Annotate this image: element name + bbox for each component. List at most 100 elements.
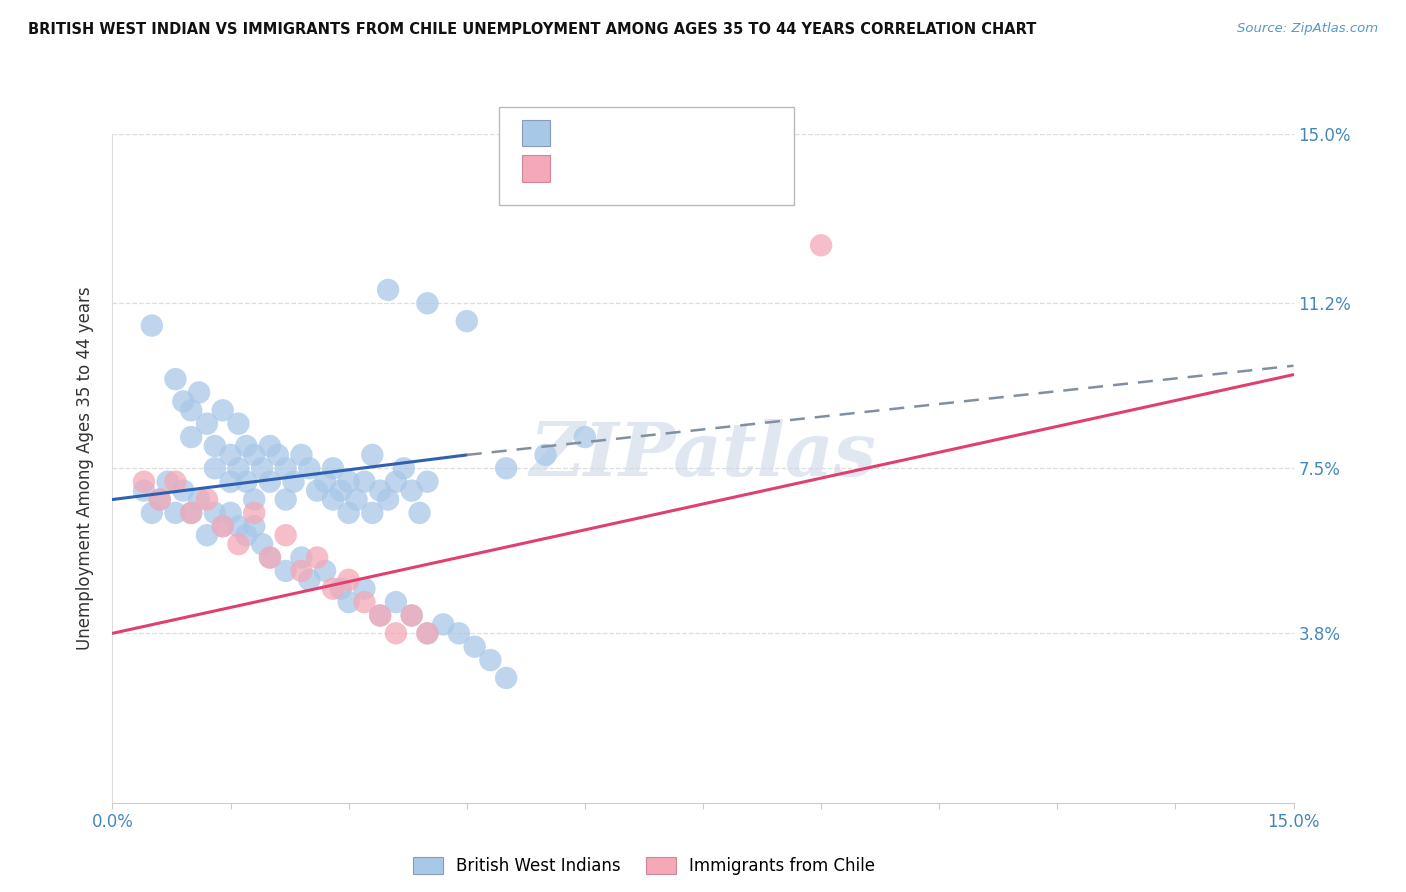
Point <box>274 564 297 578</box>
Point <box>259 550 281 565</box>
Point <box>322 461 344 475</box>
Point <box>180 506 202 520</box>
Point <box>204 461 226 475</box>
Point <box>228 519 250 533</box>
Point <box>243 519 266 533</box>
Point <box>165 506 187 520</box>
Point <box>337 573 360 587</box>
Point <box>401 483 423 498</box>
Point <box>211 403 233 417</box>
Point <box>361 448 384 462</box>
Point <box>353 595 375 609</box>
Point <box>298 573 321 587</box>
Point <box>408 506 430 520</box>
Text: Source: ZipAtlas.com: Source: ZipAtlas.com <box>1237 22 1378 36</box>
Point <box>228 537 250 551</box>
Point <box>377 492 399 507</box>
Point <box>195 417 218 431</box>
Point <box>322 582 344 596</box>
Text: R =: R = <box>560 160 596 178</box>
Point <box>211 519 233 533</box>
Point <box>416 626 439 640</box>
Point <box>195 492 218 507</box>
Text: N =: N = <box>652 124 700 142</box>
Legend: British West Indians, Immigrants from Chile: British West Indians, Immigrants from Ch… <box>406 850 882 881</box>
Point <box>172 394 194 409</box>
Point <box>188 492 211 507</box>
Point <box>274 528 297 542</box>
Point <box>219 475 242 489</box>
Point <box>180 403 202 417</box>
Point <box>432 617 454 632</box>
Point <box>132 483 155 498</box>
Text: BRITISH WEST INDIAN VS IMMIGRANTS FROM CHILE UNEMPLOYMENT AMONG AGES 35 TO 44 YE: BRITISH WEST INDIAN VS IMMIGRANTS FROM C… <box>28 22 1036 37</box>
Point <box>274 492 297 507</box>
Text: 0.395: 0.395 <box>602 160 650 178</box>
Text: N =: N = <box>652 160 700 178</box>
Point <box>259 550 281 565</box>
Point <box>283 475 305 489</box>
Point <box>243 448 266 462</box>
Point <box>495 461 517 475</box>
Text: R =: R = <box>560 124 596 142</box>
Point <box>188 385 211 400</box>
Point <box>447 626 470 640</box>
Point <box>156 475 179 489</box>
Point <box>250 461 273 475</box>
Point <box>329 582 352 596</box>
Point <box>534 448 557 462</box>
Point <box>377 283 399 297</box>
Point <box>204 439 226 453</box>
Text: 0.117: 0.117 <box>602 124 650 142</box>
Point <box>180 506 202 520</box>
Point <box>307 550 329 565</box>
Point <box>243 506 266 520</box>
Text: 20: 20 <box>700 160 721 178</box>
Point <box>259 439 281 453</box>
Point <box>165 475 187 489</box>
Point <box>385 475 408 489</box>
Point <box>385 595 408 609</box>
Point <box>368 608 391 623</box>
Point <box>141 318 163 333</box>
Point <box>337 506 360 520</box>
Point <box>314 564 336 578</box>
Point <box>810 238 832 252</box>
Point <box>368 608 391 623</box>
Point <box>141 506 163 520</box>
Y-axis label: Unemployment Among Ages 35 to 44 years: Unemployment Among Ages 35 to 44 years <box>76 286 94 650</box>
Point <box>243 492 266 507</box>
Point <box>456 314 478 328</box>
Point <box>416 475 439 489</box>
Point <box>267 448 290 462</box>
Point <box>235 475 257 489</box>
Point <box>211 519 233 533</box>
Point <box>195 528 218 542</box>
Point <box>250 537 273 551</box>
Point <box>416 296 439 310</box>
Text: 84: 84 <box>700 124 721 142</box>
Point <box>149 492 172 507</box>
Point <box>346 492 368 507</box>
Point <box>235 528 257 542</box>
Point <box>479 653 502 667</box>
Point <box>337 595 360 609</box>
Point <box>416 626 439 640</box>
Point <box>298 461 321 475</box>
Point <box>228 417 250 431</box>
Point <box>392 461 415 475</box>
Point <box>274 461 297 475</box>
Point <box>172 483 194 498</box>
Point <box>353 582 375 596</box>
Point <box>290 550 312 565</box>
Point <box>574 430 596 444</box>
Point <box>290 564 312 578</box>
Point <box>368 483 391 498</box>
Point <box>353 475 375 489</box>
Point <box>219 448 242 462</box>
Point <box>149 492 172 507</box>
Point <box>464 640 486 654</box>
Text: ZIPatlas: ZIPatlas <box>530 418 876 491</box>
Point <box>361 506 384 520</box>
Point <box>228 461 250 475</box>
